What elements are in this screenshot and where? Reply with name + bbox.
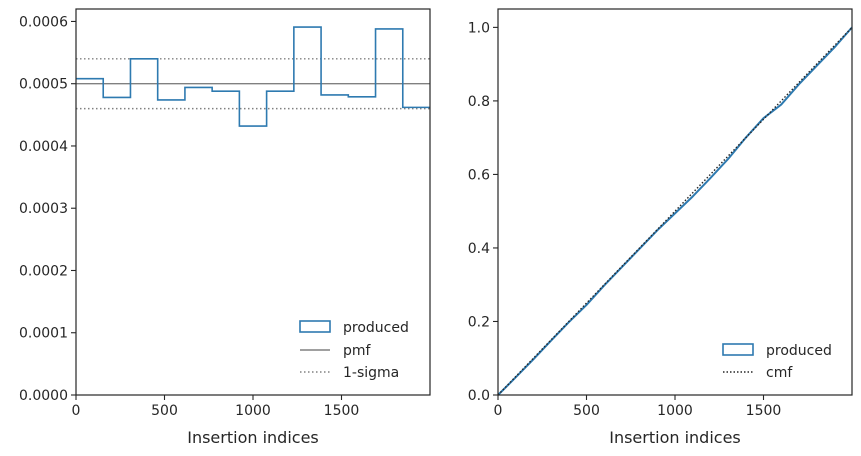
x-axis-label: Insertion indices	[187, 428, 319, 447]
x-axis: 0 500 1000 1500	[494, 395, 782, 419]
x-tick-label: 1000	[657, 403, 693, 419]
legend-swatch-produced	[722, 343, 754, 356]
x-tick-label: 500	[573, 403, 600, 419]
legend-label-cmf: cmf	[766, 365, 793, 381]
legend-swatch-produced	[299, 320, 331, 333]
series-cmf	[497, 26, 853, 396]
y-tick-label: 0.0004	[19, 139, 68, 155]
y-tick-label: 0.0006	[19, 14, 68, 30]
legend-label-produced: produced	[343, 320, 409, 336]
legend-label-pmf: pmf	[343, 343, 372, 359]
y-tick-label: 0.6	[468, 167, 490, 183]
x-tick-label: 0	[72, 403, 81, 419]
histogram-panel: 0.0000 0.0001 0.0002 0.0003 0.0004 0.0005 0.00…	[19, 8, 431, 447]
x-axis-label: Insertion indices	[609, 428, 741, 447]
legend-label-1-sigma: 1-sigma	[343, 365, 399, 381]
histogram-step-produced	[76, 26, 430, 127]
legend: produced cmf	[722, 343, 832, 381]
y-axis: 0.0 0.2 0.4 0.6 0.8 1.0	[468, 20, 498, 404]
y-tick-label: 0.0001	[19, 326, 68, 342]
legend: produced pmf 1-sigma	[299, 320, 409, 381]
y-tick-label: 0.0002	[19, 263, 68, 279]
y-tick-label: 0.0005	[19, 77, 68, 93]
histogram-marks	[76, 26, 430, 127]
x-tick-label: 1500	[324, 403, 360, 419]
x-tick-label: 0	[494, 403, 503, 419]
cumulative-marks	[497, 26, 853, 396]
y-tick-label: 0.0003	[19, 201, 68, 217]
y-tick-label: 0.8	[468, 94, 490, 110]
y-tick-label: 0.2	[468, 314, 490, 330]
cumulative-panel: 0.0 0.2 0.4 0.6 0.8 1.0 0 500 1000 1500 Insertio…	[468, 8, 853, 447]
legend-label-produced: produced	[766, 343, 832, 359]
x-tick-label: 500	[151, 403, 178, 419]
x-tick-label: 1000	[235, 403, 271, 419]
plot-area	[498, 9, 852, 395]
y-tick-label: 0.4	[468, 241, 490, 257]
x-tick-label: 1500	[746, 403, 782, 419]
y-tick-label: 0.0	[468, 388, 490, 404]
y-tick-label: 1.0	[468, 20, 490, 36]
y-tick-label: 0.0000	[19, 388, 68, 404]
x-axis: 0 500 1000 1500	[72, 395, 360, 419]
plot-area	[76, 9, 430, 395]
y-axis: 0.0000 0.0001 0.0002 0.0003 0.0004 0.0005 0.00…	[19, 14, 76, 404]
